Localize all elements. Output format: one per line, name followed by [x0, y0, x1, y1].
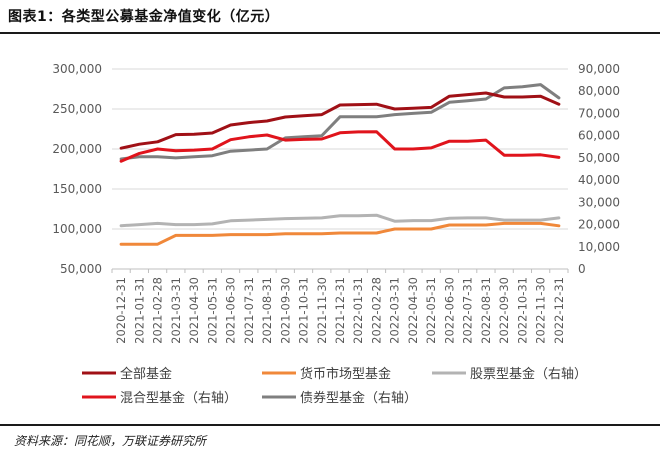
x-tick-label: 2022-11-30 [534, 277, 548, 344]
title-divider [0, 32, 660, 34]
x-tick-label: 2021-10-31 [297, 277, 311, 344]
x-tick-label: 2021-04-30 [187, 277, 201, 344]
x-tick-label: 2021-01-31 [132, 277, 146, 344]
right-tick-label: 50,000 [578, 151, 620, 165]
x-tick-label: 2021-06-30 [224, 277, 238, 344]
right-y-axis: 0 10,000 20,000 30,000 40,000 50,000 60,000 70,… [578, 62, 620, 276]
series-line-3 [119, 130, 561, 163]
series-line-2 [119, 213, 561, 228]
left-tick-label: 150,000 [52, 182, 102, 196]
source-note: 资料来源：同花顺，万联证券研究所 [14, 434, 207, 448]
legend-label: 货币市场型基金 [300, 366, 391, 382]
x-tick-label: 2022-08-31 [479, 277, 493, 344]
left-tick-label: 250,000 [52, 102, 102, 116]
right-tick-label: 30,000 [578, 195, 620, 209]
x-tick-label: 2022-04-30 [406, 277, 420, 344]
figure-title: 图表1：各类型公募基金净值变化（亿元） [8, 9, 280, 25]
series-line-0 [119, 91, 561, 150]
x-tick-label: 2021-03-31 [169, 277, 183, 344]
right-tick-label: 20,000 [578, 218, 620, 232]
series-line-4 [119, 83, 561, 161]
right-tick-label: 60,000 [578, 129, 620, 143]
legend: 全部基金 货币市场型基金 股票型基金（右轴） 混合型基金（右轴） 债券型基金（右轴） [82, 366, 587, 406]
right-tick-label: 70,000 [578, 106, 620, 120]
x-tick-label: 2020-12-31 [114, 277, 128, 344]
left-tick-label: 100,000 [52, 222, 102, 236]
x-tick-label: 2021-11-30 [315, 277, 329, 344]
x-tick-label: 2022-01-31 [351, 277, 365, 344]
x-tick-label: 2022-12-31 [552, 277, 566, 344]
right-tick-label: 0 [578, 262, 586, 276]
x-tick-label: 2021-08-31 [260, 277, 274, 344]
left-y-axis: 50,000 100,000 150,000 200,000 250,000 300,00… [52, 62, 102, 276]
legend-label: 股票型基金（右轴） [470, 366, 587, 382]
series-line-1 [119, 221, 561, 246]
right-tick-label: 80,000 [578, 84, 620, 98]
line-chart: 50,000 100,000 150,000 200,000 250,000 300,00… [52, 62, 620, 406]
left-tick-label: 200,000 [52, 142, 102, 156]
x-tick-label: 2022-10-31 [515, 277, 529, 344]
right-tick-label: 10,000 [578, 240, 620, 254]
x-tick-label: 2022-07-31 [461, 277, 475, 344]
x-tick-label: 2022-02-28 [369, 277, 383, 344]
x-tick-label: 2021-12-31 [333, 277, 347, 344]
x-tick-label: 2021-02-28 [151, 277, 165, 344]
x-tick-label: 2021-05-31 [205, 277, 219, 344]
x-axis: 2020-12-31 2021-01-31 2021-02-28 2021-03-31… [111, 268, 569, 344]
legend-label: 混合型基金（右轴） [120, 390, 237, 406]
right-tick-label: 40,000 [578, 173, 620, 187]
x-tick-label: 2022-09-30 [497, 277, 511, 344]
x-tick-label: 2021-09-30 [278, 277, 292, 344]
right-tick-label: 90,000 [578, 62, 620, 76]
series-lines [119, 83, 561, 246]
left-tick-label: 50,000 [60, 262, 102, 276]
x-tick-label: 2022-05-31 [424, 277, 438, 344]
left-tick-label: 300,000 [52, 62, 102, 76]
x-tick-label: 2021-07-31 [242, 277, 256, 344]
x-tick-label: 2022-03-31 [388, 277, 402, 344]
legend-label: 债券型基金（右轴） [300, 390, 417, 406]
gridlines [112, 68, 568, 230]
bottom-divider [0, 424, 660, 426]
legend-label: 全部基金 [120, 366, 172, 382]
x-tick-label: 2022-06-30 [442, 277, 456, 344]
